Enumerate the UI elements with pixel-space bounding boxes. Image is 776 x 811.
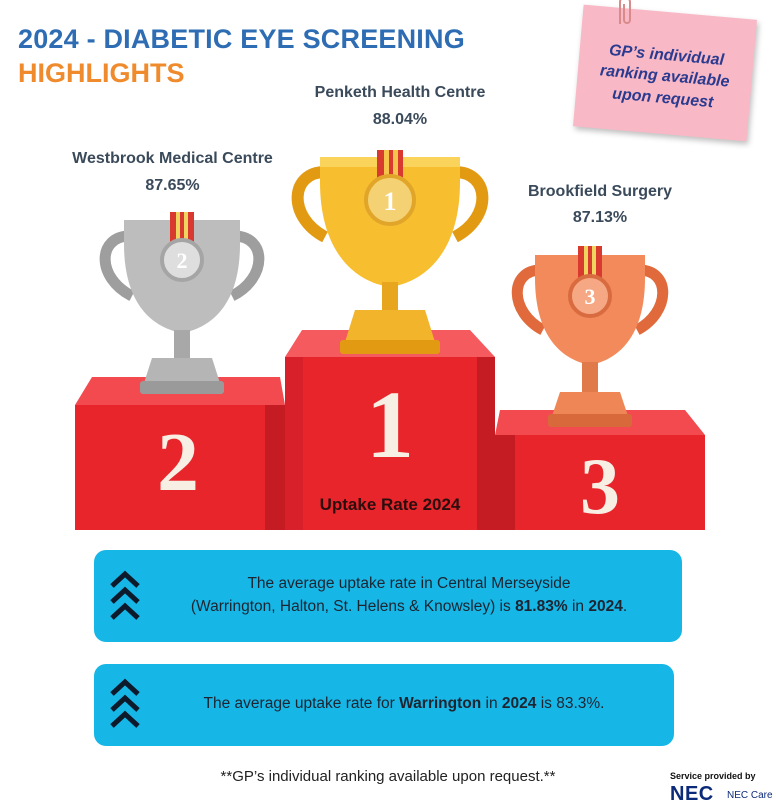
bronze-trophy-icon: 3: [511, 246, 669, 427]
provided-by-text: Service provided by: [670, 771, 756, 781]
podium-rank-3: 3: [580, 443, 620, 530]
year: 2024: [501, 695, 537, 712]
sticky-note: GP’s individual ranking available upon r…: [573, 4, 757, 142]
paperclip-icon: [619, 0, 631, 24]
warrington-rate: 83.3%: [556, 695, 601, 712]
winner-1-rate: 88.04%: [372, 111, 428, 128]
area-name: Warrington: [399, 695, 482, 712]
footer-note: **GP’s individual ranking available upon…: [220, 768, 556, 785]
nec-care-text: NEC Care: [727, 790, 773, 801]
winner-3-name: Brookfield Surgery: [527, 183, 673, 200]
winner-1-name: Penketh Health Centre: [314, 84, 486, 101]
podium-rank-1: 1: [366, 371, 414, 478]
info-box-1-line1: The average uptake rate in Central Merse…: [247, 575, 571, 592]
nec-logo: NEC: [670, 783, 714, 805]
sticky-note-text: GP’s individual ranking available upon r…: [599, 41, 731, 112]
svg-text:2: 2: [177, 248, 188, 273]
info-box-1-line2: (Warrington, Halton, St. Helens & Knowsl…: [190, 598, 628, 616]
gold-trophy-icon: 1: [291, 150, 489, 354]
info-box-warrington: The average uptake rate for Warrington i…: [94, 664, 674, 746]
winner-3-rate: 87.13%: [572, 209, 628, 226]
page-subtitle: HIGHLIGHTS: [18, 58, 185, 88]
winner-2-rate: 87.65%: [145, 177, 200, 194]
svg-text:3: 3: [585, 284, 596, 309]
podium-rank-2: 2: [157, 416, 199, 509]
chevron-up-icon: [110, 570, 140, 620]
uptake-rate-label: Uptake Rate 2024: [319, 495, 461, 514]
info-box-central-merseyside: The average uptake rate in Central Merse…: [94, 550, 682, 642]
svg-text:1: 1: [384, 187, 397, 216]
info-box-1-text: The average uptake rate in Central Merse…: [144, 572, 674, 619]
podium: 2 1 3: [75, 330, 705, 530]
silver-trophy-icon: 2: [99, 212, 265, 394]
central-merseyside-rate: 81.83%: [515, 598, 568, 616]
chevron-up-icon: [110, 678, 140, 728]
winner-2-name: Westbrook Medical Centre: [72, 150, 273, 167]
year: 2024: [588, 598, 623, 616]
info-box-2-text: The average uptake rate for Warrington i…: [203, 695, 605, 712]
page-title: 2024 - DIABETIC EYE SCREENING: [18, 24, 465, 54]
